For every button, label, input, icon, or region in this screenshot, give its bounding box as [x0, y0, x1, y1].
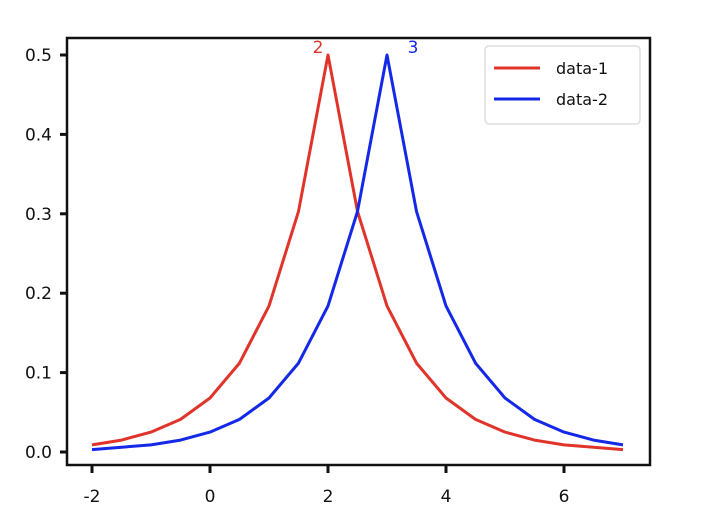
y-tick-label: 0.4 — [25, 125, 52, 145]
x-tick-label: 0 — [205, 487, 216, 507]
peak-annotation: 3 — [408, 38, 419, 58]
y-tick-label: 0.1 — [25, 364, 52, 384]
x-tick-label: 6 — [559, 487, 570, 507]
peak-annotation: 2 — [313, 38, 324, 58]
legend-box — [484, 45, 641, 125]
x-tick-label: 2 — [323, 487, 334, 507]
legend-label: data-1 — [556, 59, 608, 78]
legend-label: data-2 — [556, 90, 608, 109]
y-tick-label: 0.5 — [25, 46, 52, 66]
y-tick-label: 0.0 — [25, 443, 52, 463]
y-tick-label: 0.3 — [25, 205, 52, 225]
x-tick-label: -2 — [84, 487, 101, 507]
series-line-data-2 — [91, 53, 624, 452]
legend: data-1 data-2 — [484, 45, 641, 125]
y-tick-label: 0.2 — [25, 284, 52, 304]
x-tick-label: 4 — [441, 487, 452, 507]
